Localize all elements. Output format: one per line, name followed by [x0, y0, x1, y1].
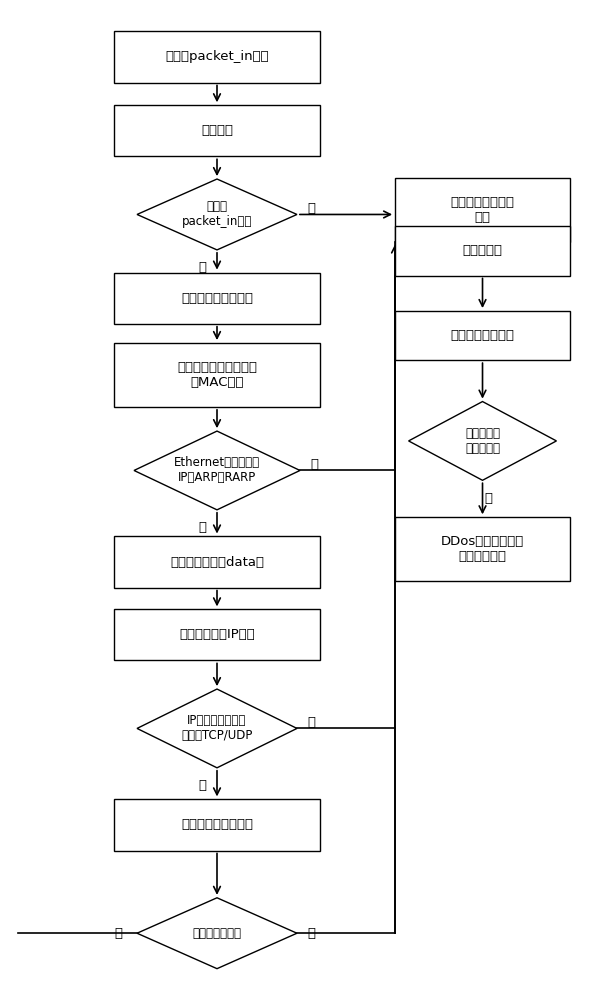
Bar: [395, 517, 570, 581]
Polygon shape: [137, 179, 297, 250]
Bar: [114, 273, 320, 324]
Text: Ethernet类型是否为
IP、ARP、RARP: Ethernet类型是否为 IP、ARP、RARP: [174, 456, 260, 484]
Text: 否: 否: [308, 202, 316, 215]
Text: 是: 是: [485, 492, 493, 505]
Bar: [395, 178, 570, 242]
Bar: [114, 799, 320, 851]
Bar: [114, 536, 320, 588]
Bar: [114, 343, 320, 407]
Text: 交给相应后续模块
处理: 交给相应后续模块 处理: [451, 196, 515, 224]
Text: 是: 是: [198, 521, 206, 534]
Bar: [395, 311, 570, 360]
Text: 否: 否: [311, 458, 319, 471]
Polygon shape: [134, 431, 300, 510]
Text: 绑定表是否匹配: 绑定表是否匹配: [192, 927, 242, 940]
Text: 是: 是: [114, 927, 122, 940]
Text: 丢弃数据包: 丢弃数据包: [462, 244, 502, 257]
Bar: [395, 226, 570, 276]
Text: 解析出源目的IP地址: 解析出源目的IP地址: [179, 628, 255, 641]
Text: 否: 否: [308, 716, 316, 729]
Bar: [114, 609, 320, 660]
Text: 否: 否: [308, 927, 316, 940]
Bar: [114, 105, 320, 156]
Text: 接收到packet_in消息: 接收到packet_in消息: [165, 50, 269, 63]
Text: IP报文的协议类型
是否为TCP/UDP: IP报文的协议类型 是否为TCP/UDP: [181, 714, 253, 742]
Text: 是: 是: [198, 261, 206, 274]
Text: 消息解析: 消息解析: [201, 124, 233, 137]
Text: 解析以太网帧的data域: 解析以太网帧的data域: [170, 556, 264, 569]
Polygon shape: [137, 689, 297, 768]
Text: DDos威胁处理模块
（针对应用）: DDos威胁处理模块 （针对应用）: [441, 535, 524, 563]
Text: 计数变量是
否超过阈值: 计数变量是 否超过阈值: [465, 427, 500, 455]
Text: 是: 是: [198, 779, 206, 792]
Bar: [114, 31, 320, 83]
Text: 从以太网帧头获取源目
的MAC地址: 从以太网帧头获取源目 的MAC地址: [177, 361, 257, 389]
Polygon shape: [409, 402, 557, 480]
Text: 解析出源目的端口号: 解析出源目的端口号: [181, 818, 253, 831]
Text: 是否为
packet_in消息: 是否为 packet_in消息: [182, 200, 252, 228]
Polygon shape: [137, 898, 297, 969]
Text: 交换机获取输入端口: 交换机获取输入端口: [181, 292, 253, 305]
Text: 单位时间丢包计数: 单位时间丢包计数: [451, 329, 515, 342]
